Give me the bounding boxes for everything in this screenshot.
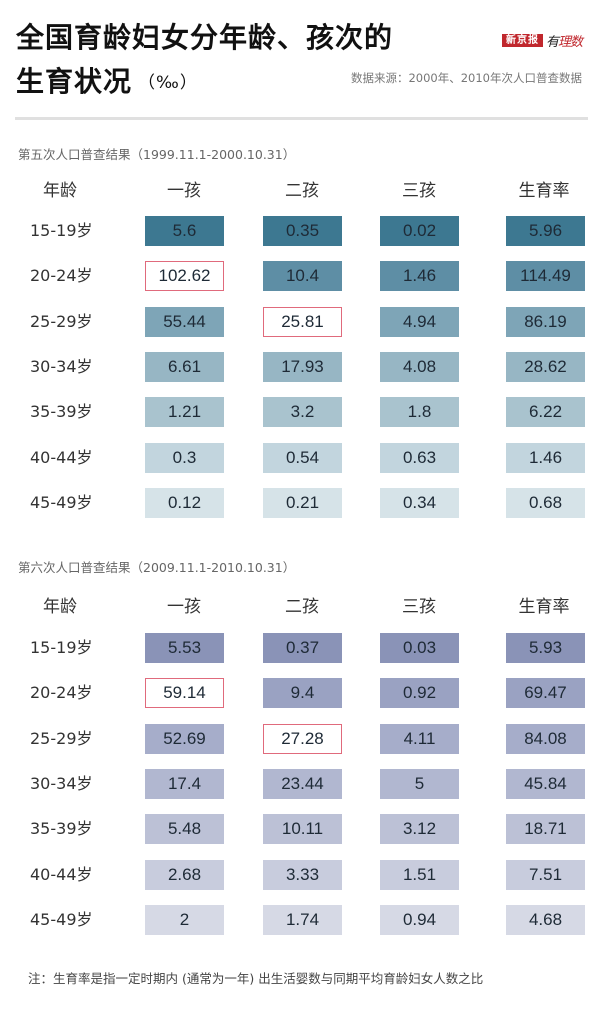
- value-cell: 0.35: [263, 216, 342, 246]
- value-cell: 1.46: [506, 443, 585, 473]
- row-age-label: 40-44岁: [30, 448, 93, 467]
- column-header: 年龄: [43, 181, 77, 201]
- logo-brand-a: 有: [546, 34, 559, 50]
- value-cell: 45.84: [506, 769, 585, 799]
- row-age-label: 30-34岁: [30, 774, 93, 793]
- row-age-label: 25-29岁: [30, 312, 93, 331]
- header-divider: [15, 117, 588, 120]
- title-unit: （‰）: [138, 73, 198, 93]
- value-cell: 0.37: [263, 633, 342, 663]
- column-header: 二孩: [285, 597, 319, 617]
- value-cell: 4.08: [380, 352, 459, 382]
- logo-brand-b: 理数: [558, 34, 583, 50]
- value-cell: 1.21: [145, 397, 224, 427]
- column-header: 年龄: [43, 597, 77, 617]
- value-cell: 5.93: [506, 633, 585, 663]
- value-cell: 1.74: [263, 905, 342, 935]
- highlighted-value-cell: 102.62: [145, 261, 224, 291]
- value-cell: 18.71: [506, 814, 585, 844]
- value-cell: 0.3: [145, 443, 224, 473]
- value-cell: 1.51: [380, 860, 459, 890]
- value-cell: 0.94: [380, 905, 459, 935]
- logo-brand: 有理数: [546, 31, 583, 50]
- column-header: 三孩: [402, 597, 436, 617]
- row-age-label: 15-19岁: [30, 221, 93, 240]
- value-cell: 0.92: [380, 678, 459, 708]
- value-cell: 5: [380, 769, 459, 799]
- highlighted-value-cell: 25.81: [263, 307, 342, 337]
- row-age-label: 40-44岁: [30, 865, 93, 884]
- value-cell: 6.22: [506, 397, 585, 427]
- value-cell: 9.4: [263, 678, 342, 708]
- value-cell: 0.12: [145, 488, 224, 518]
- column-header: 生育率: [518, 597, 570, 617]
- column-header: 二孩: [285, 181, 319, 201]
- value-cell: 0.03: [380, 633, 459, 663]
- value-cell: 28.62: [506, 352, 585, 382]
- column-header: 三孩: [402, 181, 436, 201]
- footnote: 注：生育率是指一定时期内 (通常为一年) 出生活婴数与同期平均育龄妇女人数之比: [28, 971, 484, 986]
- value-cell: 4.68: [506, 905, 585, 935]
- value-cell: 17.4: [145, 769, 224, 799]
- value-cell: 10.4: [263, 261, 342, 291]
- logo-paper-name: 新京报: [502, 33, 543, 47]
- value-cell: 69.47: [506, 678, 585, 708]
- value-cell: 0.68: [506, 488, 585, 518]
- row-age-label: 35-39岁: [30, 819, 93, 838]
- column-header: 一孩: [167, 181, 201, 201]
- value-cell: 3.12: [380, 814, 459, 844]
- highlighted-value-cell: 27.28: [263, 724, 342, 754]
- census5-title: 第五次人口普查结果（1999.11.1-2000.10.31）: [18, 147, 296, 162]
- value-cell: 5.6: [145, 216, 224, 246]
- value-cell: 52.69: [145, 724, 224, 754]
- value-cell: 1.46: [380, 261, 459, 291]
- value-cell: 0.54: [263, 443, 342, 473]
- value-cell: 86.19: [506, 307, 585, 337]
- value-cell: 0.63: [380, 443, 459, 473]
- data-source: 数据来源：2000年、2010年次人口普查数据: [350, 71, 582, 85]
- value-cell: 23.44: [263, 769, 342, 799]
- value-cell: 10.11: [263, 814, 342, 844]
- column-header: 一孩: [167, 597, 201, 617]
- value-cell: 84.08: [506, 724, 585, 754]
- value-cell: 17.93: [263, 352, 342, 382]
- value-cell: 3.33: [263, 860, 342, 890]
- page-title-text: 生育状况: [16, 65, 133, 98]
- publisher-logo: 新京报 有理数: [502, 31, 583, 50]
- census6-title: 第六次人口普查结果（2009.11.1-2010.10.31）: [18, 560, 296, 575]
- value-cell: 6.61: [145, 352, 224, 382]
- value-cell: 4.11: [380, 724, 459, 754]
- row-age-label: 20-24岁: [30, 266, 93, 285]
- row-age-label: 30-34岁: [30, 357, 93, 376]
- value-cell: 114.49: [506, 261, 585, 291]
- row-age-label: 45-49岁: [30, 910, 93, 929]
- value-cell: 5.53: [145, 633, 224, 663]
- value-cell: 3.2: [263, 397, 342, 427]
- column-header: 生育率: [518, 181, 570, 201]
- row-age-label: 20-24岁: [30, 683, 93, 702]
- page-title-line1: 全国育龄妇女分年龄、孩次的: [16, 21, 394, 54]
- value-cell: 4.94: [380, 307, 459, 337]
- value-cell: 55.44: [145, 307, 224, 337]
- value-cell: 2.68: [145, 860, 224, 890]
- value-cell: 7.51: [506, 860, 585, 890]
- value-cell: 2: [145, 905, 224, 935]
- highlighted-value-cell: 59.14: [145, 678, 224, 708]
- row-age-label: 35-39岁: [30, 402, 93, 421]
- value-cell: 1.8: [380, 397, 459, 427]
- page-title-line2: 生育状况 （‰）: [16, 60, 198, 100]
- value-cell: 0.34: [380, 488, 459, 518]
- value-cell: 5.96: [506, 216, 585, 246]
- row-age-label: 25-29岁: [30, 729, 93, 748]
- value-cell: 0.02: [380, 216, 459, 246]
- row-age-label: 45-49岁: [30, 493, 93, 512]
- row-age-label: 15-19岁: [30, 638, 93, 657]
- value-cell: 0.21: [263, 488, 342, 518]
- value-cell: 5.48: [145, 814, 224, 844]
